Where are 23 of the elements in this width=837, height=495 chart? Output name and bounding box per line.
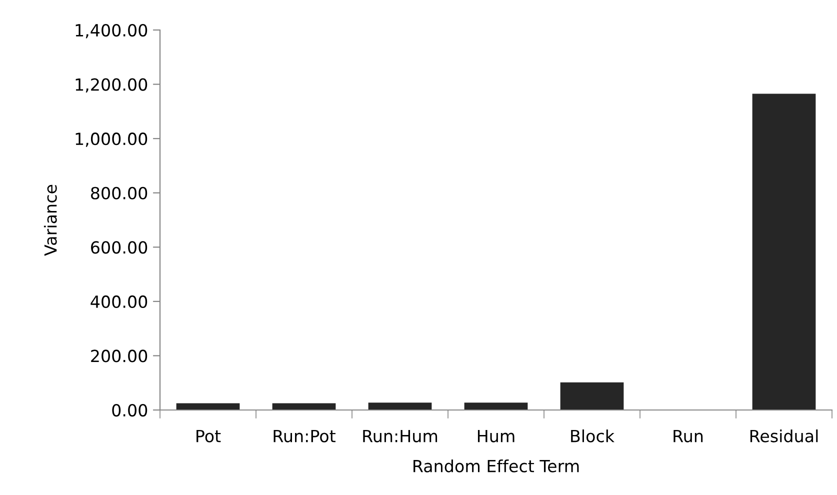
y-tick-label: 1,000.00 [76, 132, 148, 147]
x-tick-label: Pot [196, 430, 221, 442]
x-axis-title: Random Effect Term [414, 459, 579, 472]
y-tick-label: 800.00 [91, 186, 148, 200]
x-tick-label: Run:Hum [363, 430, 438, 442]
y-axis-title: Variance [44, 184, 57, 256]
y-tick-label: 1,200.00 [76, 78, 148, 93]
x-tick-label: Residual [750, 429, 818, 442]
x-tick-label: Hum [478, 430, 514, 442]
x-tick-label: Block [571, 429, 614, 442]
bar [176, 403, 240, 410]
y-tick-label: 200.00 [91, 350, 148, 362]
y-tick-label: 1,400.00 [76, 24, 148, 38]
y-tick-label: 600.00 [91, 241, 148, 254]
bar [464, 402, 528, 410]
y-tick-label: 400.00 [90, 295, 148, 308]
bar [368, 402, 432, 410]
x-tick-label: Run [674, 430, 703, 442]
bar [272, 403, 336, 410]
bar [752, 94, 816, 410]
x-tick-label: Run:Pot [274, 430, 336, 442]
y-tick-label: 0.00 [112, 404, 148, 417]
bar [560, 382, 624, 410]
